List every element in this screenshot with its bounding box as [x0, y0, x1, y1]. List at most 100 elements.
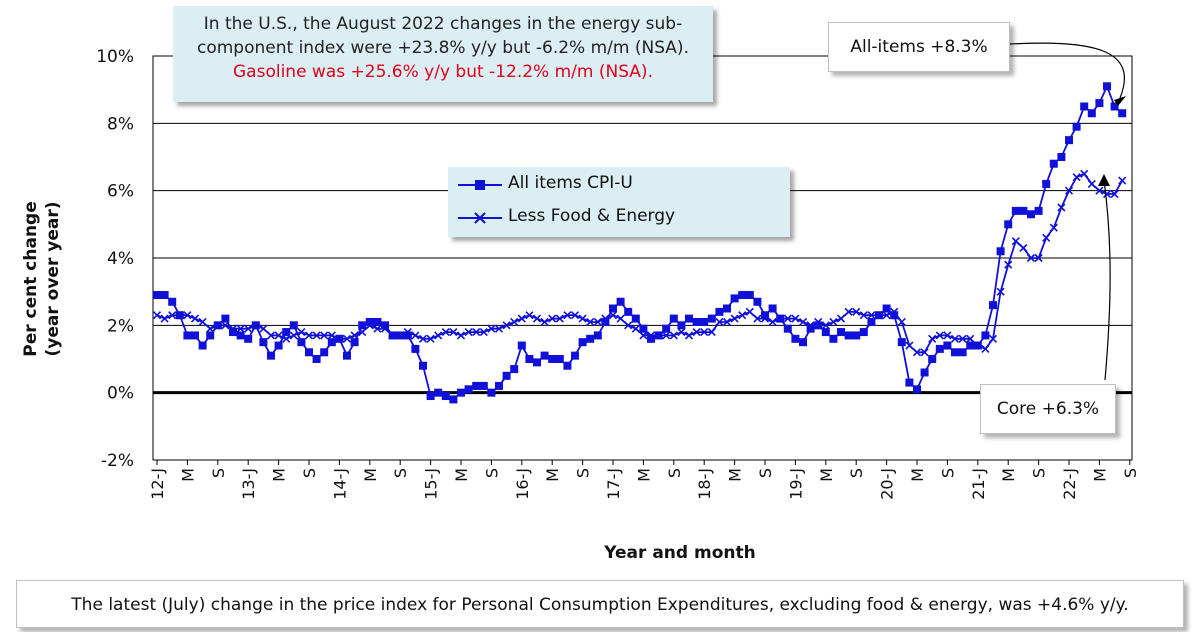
x-tick-label: S	[756, 468, 775, 478]
data-point	[1087, 109, 1096, 118]
y-tick-label: 6%	[107, 182, 134, 202]
data-point	[1080, 102, 1089, 111]
x-tick-label: M	[634, 468, 653, 482]
data-point	[738, 311, 747, 320]
data-point	[540, 317, 549, 327]
legend-label-core: Less Food & Energy	[508, 206, 676, 226]
data-point	[631, 314, 640, 323]
data-point	[730, 294, 739, 303]
data-point	[365, 321, 374, 330]
data-point	[320, 331, 329, 340]
data-point	[601, 314, 610, 323]
x-tick-label: 16-J	[513, 468, 532, 500]
data-point	[730, 314, 739, 323]
data-point	[753, 314, 762, 323]
data-point	[342, 334, 352, 343]
data-point	[1042, 233, 1051, 242]
data-point	[168, 297, 177, 306]
x-axis-title: Year and month	[604, 543, 756, 563]
data-point	[1011, 206, 1020, 215]
data-point	[229, 328, 237, 337]
data-point	[532, 314, 542, 323]
y-axis-title-line2: (year over year)	[43, 201, 63, 357]
data-point	[441, 392, 450, 401]
data-point	[312, 331, 321, 340]
data-point	[913, 385, 921, 394]
data-point	[1110, 102, 1119, 111]
y-tick-labels: -2% 0% 2% 4% 6% 8% 10%	[96, 47, 134, 471]
data-point	[745, 291, 754, 300]
data-point	[304, 331, 314, 340]
data-point	[890, 311, 899, 320]
data-point	[905, 341, 914, 350]
data-point	[168, 311, 177, 320]
data-point	[479, 381, 488, 390]
data-point	[259, 324, 268, 333]
core-callout: Core +6.3%	[980, 384, 1116, 434]
all-items-arrowhead	[1114, 96, 1126, 106]
data-point	[434, 388, 443, 397]
y-axis-title: Per cent change (year over year)	[20, 179, 64, 379]
data-point	[190, 314, 200, 323]
data-point	[669, 331, 678, 340]
data-point	[578, 314, 587, 323]
data-point	[320, 348, 329, 357]
data-point	[153, 291, 161, 300]
data-point	[616, 314, 625, 323]
data-point	[388, 331, 397, 340]
data-point	[365, 317, 374, 326]
data-point	[1057, 203, 1066, 212]
data-point	[183, 311, 192, 320]
data-point	[297, 338, 306, 347]
data-point	[958, 348, 967, 357]
data-point	[403, 331, 412, 340]
data-point	[912, 348, 922, 357]
data-point	[882, 311, 891, 320]
all-items-arrow	[1009, 42, 1125, 99]
data-point	[464, 385, 473, 394]
data-point	[928, 334, 937, 343]
data-point	[852, 307, 861, 316]
x-tick-label: 19-J	[786, 468, 805, 500]
x-tick-label: S	[847, 468, 866, 478]
data-point	[1004, 260, 1013, 269]
data-point	[327, 331, 336, 340]
data-point	[776, 314, 785, 323]
data-point	[806, 321, 815, 330]
x-tick-label: 15-J	[422, 468, 441, 500]
data-point	[191, 331, 199, 340]
data-point	[563, 311, 572, 320]
data-point	[897, 317, 906, 327]
data-point	[981, 331, 990, 340]
series-core	[152, 169, 1127, 357]
data-point	[1027, 210, 1035, 219]
y-tick-label: 2%	[107, 316, 134, 336]
data-point	[874, 311, 884, 320]
data-point	[1026, 253, 1036, 263]
grid-lines	[152, 55, 1133, 465]
data-point	[593, 317, 602, 327]
data-point	[1110, 189, 1119, 199]
x-tick-label: M	[270, 468, 289, 482]
data-point	[1103, 82, 1111, 91]
data-point	[609, 304, 617, 313]
data-point	[852, 331, 861, 340]
data-point	[525, 311, 534, 320]
y-tick-label: 10%	[96, 47, 134, 67]
data-point	[350, 338, 359, 347]
x-tick-label: 22-J	[1060, 468, 1079, 500]
core-arrowhead	[1098, 174, 1110, 186]
data-point	[411, 331, 420, 340]
data-point	[783, 314, 792, 323]
x-tick-label: S	[938, 468, 957, 478]
data-point	[1072, 122, 1081, 131]
data-point	[274, 341, 283, 350]
callout-arrows	[1009, 42, 1126, 381]
data-point	[829, 334, 838, 343]
data-point	[555, 314, 564, 323]
data-point	[700, 317, 709, 326]
data-point	[259, 338, 268, 347]
data-point	[449, 395, 458, 404]
annotation-line2: component index were +23.8% y/y but -6.2…	[197, 38, 689, 58]
data-point	[517, 341, 526, 350]
